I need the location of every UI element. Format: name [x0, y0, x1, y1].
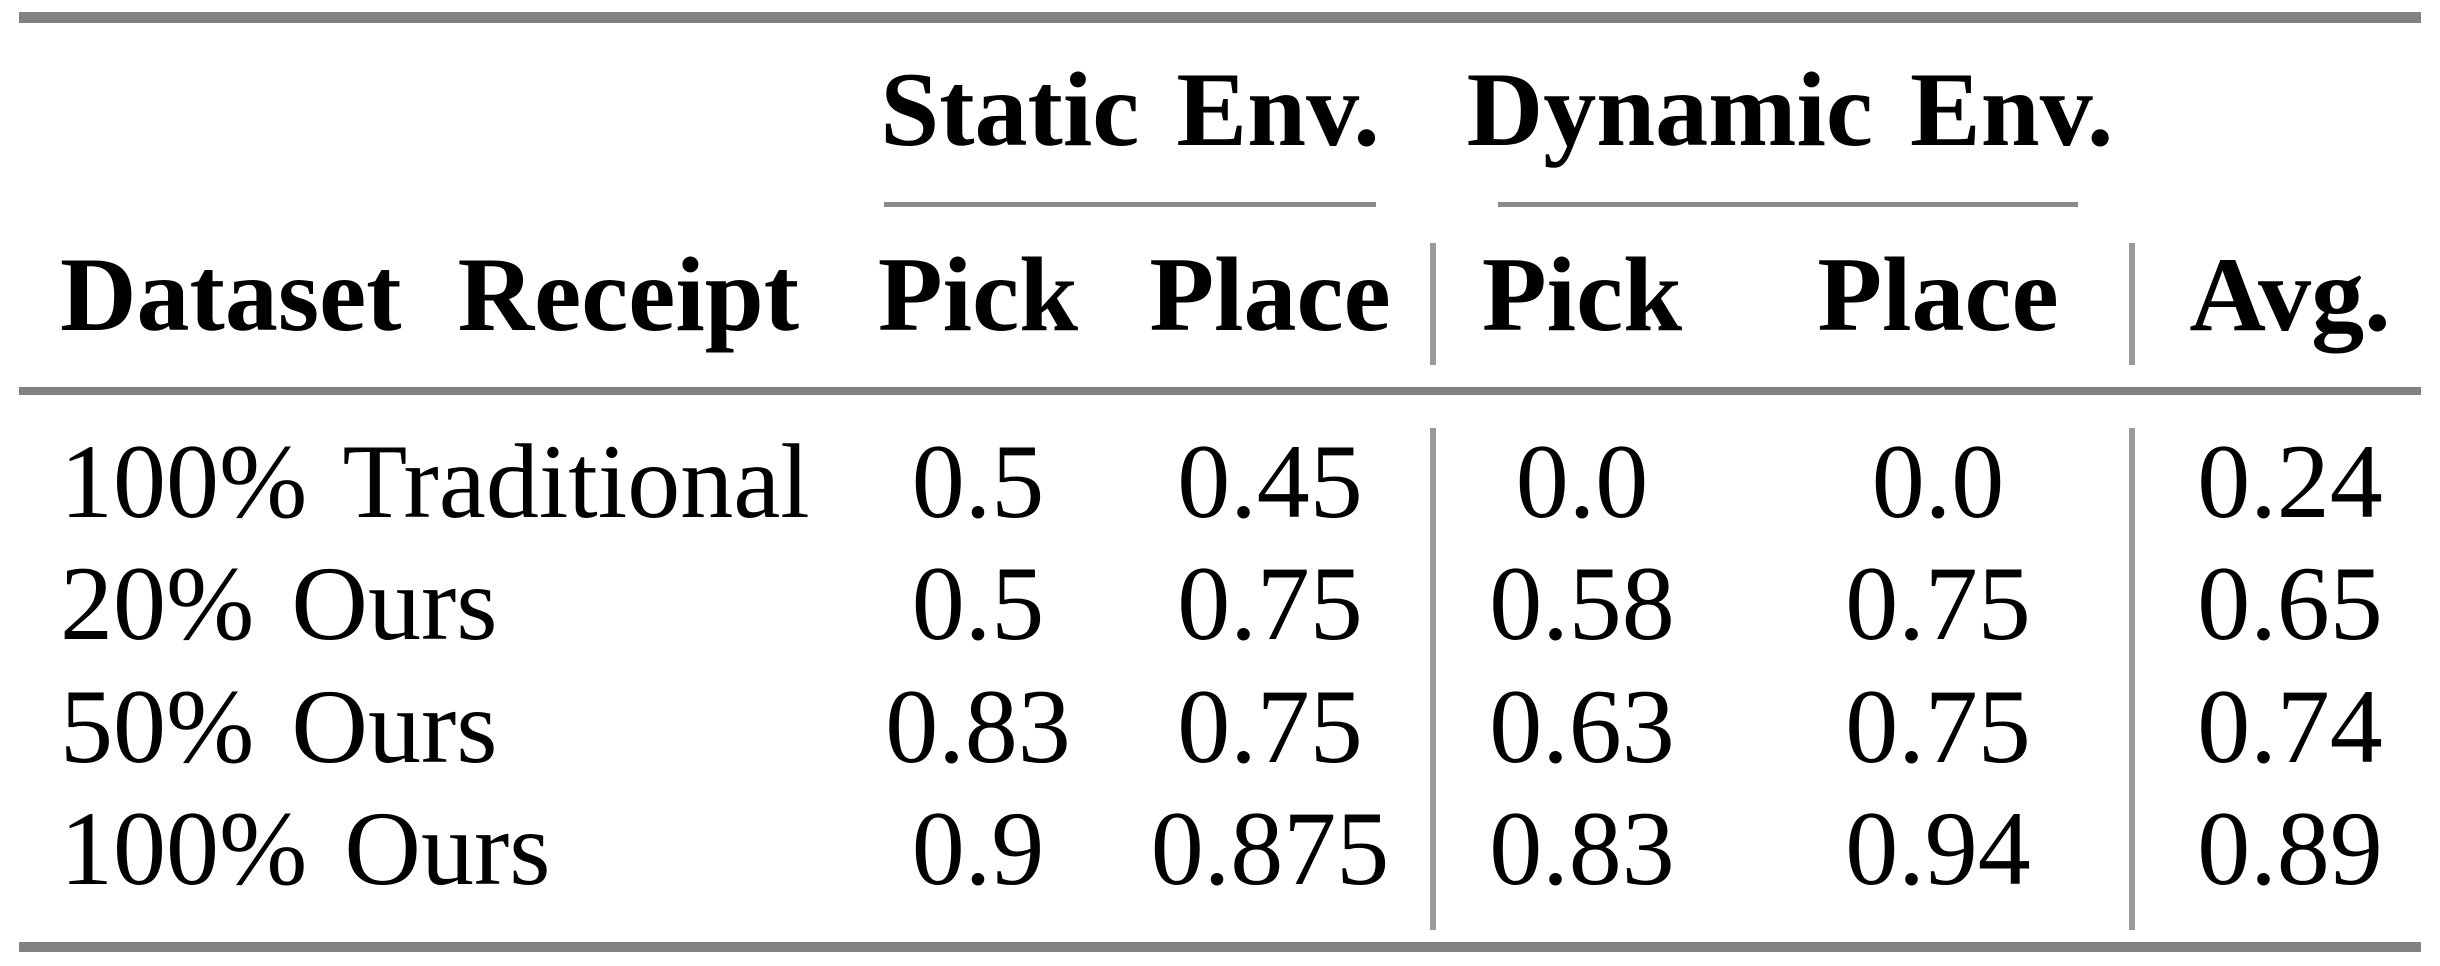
cell-avg: 0.74 — [2197, 668, 2383, 785]
row-label: 100% Traditional — [60, 423, 810, 540]
cell-dynamic-place: 0.94 — [1845, 790, 2031, 907]
row-label: 20% Ours — [60, 545, 498, 662]
cell-static-pick: 0.5 — [911, 423, 1045, 540]
column-header-dataset-receipt: Dataset Receipt — [60, 236, 800, 353]
separator-static-dynamic — [1430, 428, 1436, 930]
cell-dynamic-pick: 0.83 — [1489, 790, 1675, 907]
cell-dynamic-place: 0.75 — [1845, 545, 2031, 662]
cell-static-pick: 0.5 — [911, 545, 1045, 662]
separator-static-dynamic — [1430, 243, 1436, 365]
group-header-static-env: Static Env. — [880, 51, 1380, 168]
column-header-static-place: Place — [1149, 236, 1391, 353]
row-label: 50% Ours — [60, 668, 498, 785]
table-top-rule — [19, 12, 2421, 23]
dynamic-env-underline — [1498, 202, 2078, 207]
column-header-static-pick: Pick — [877, 236, 1079, 353]
cell-static-place: 0.75 — [1177, 668, 1363, 785]
row-label: 100% Ours — [60, 790, 551, 907]
group-header-dynamic-env: Dynamic Env. — [1466, 51, 2114, 168]
table-header-rule — [19, 387, 2421, 395]
separator-dynamic-avg — [2129, 243, 2135, 365]
cell-static-place: 0.75 — [1177, 545, 1363, 662]
cell-static-pick: 0.9 — [911, 790, 1045, 907]
cell-static-place: 0.875 — [1150, 790, 1390, 907]
column-header-avg: Avg. — [2189, 236, 2391, 353]
cell-dynamic-pick: 0.0 — [1515, 423, 1649, 540]
cell-avg: 0.24 — [2197, 423, 2383, 540]
table-bottom-rule — [19, 942, 2421, 952]
cell-static-pick: 0.83 — [885, 668, 1071, 785]
column-header-dynamic-place: Place — [1817, 236, 2059, 353]
cell-dynamic-place: 0.0 — [1871, 423, 2005, 540]
cell-dynamic-pick: 0.58 — [1489, 545, 1675, 662]
cell-static-place: 0.45 — [1177, 423, 1363, 540]
static-env-underline — [884, 202, 1376, 207]
cell-avg: 0.89 — [2197, 790, 2383, 907]
cell-avg: 0.65 — [2197, 545, 2383, 662]
cell-dynamic-pick: 0.63 — [1489, 668, 1675, 785]
column-header-dynamic-pick: Pick — [1481, 236, 1683, 353]
cell-dynamic-place: 0.75 — [1845, 668, 2031, 785]
separator-dynamic-avg — [2129, 428, 2135, 930]
